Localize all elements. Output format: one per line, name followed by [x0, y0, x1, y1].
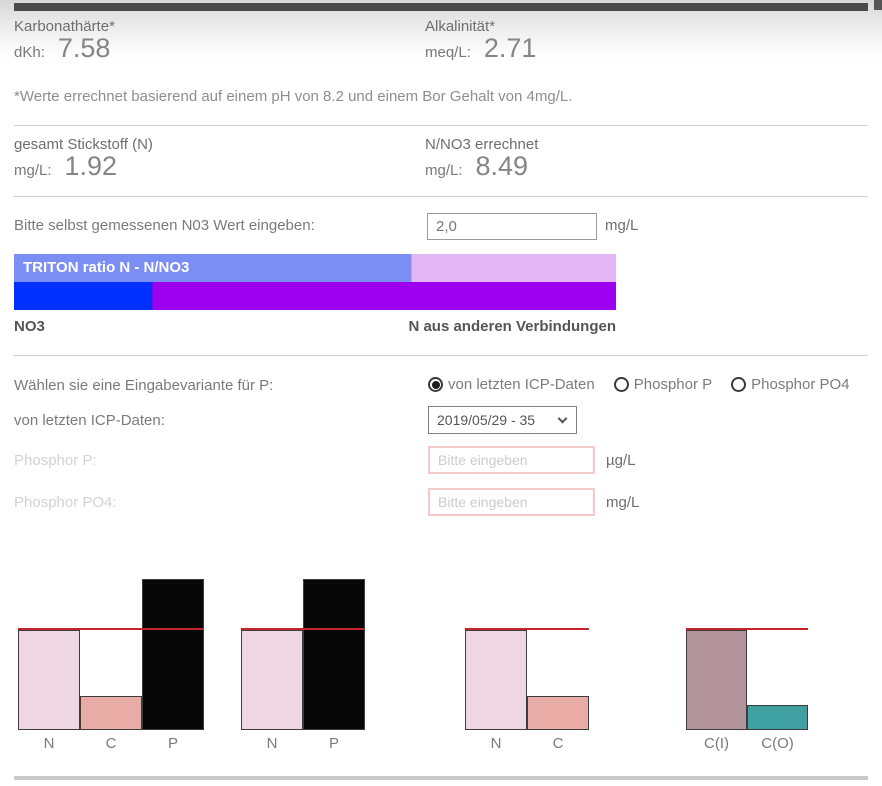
bar-N — [18, 630, 80, 730]
n-no3-unit: mg/L: — [425, 162, 463, 179]
reference-line — [241, 628, 365, 630]
radio-option-icp[interactable]: von letzten ICP-Daten — [428, 376, 595, 393]
bar-label: C — [105, 735, 117, 752]
carbonate-label: Karbonathärte* — [14, 18, 115, 35]
reference-line — [465, 628, 589, 630]
bar-P — [303, 579, 365, 730]
alkalinity-label: Alkalinität* — [425, 18, 496, 35]
reference-line — [686, 628, 808, 630]
bar-P — [142, 579, 204, 730]
bar-C — [80, 696, 142, 730]
phosphor-p-input[interactable] — [428, 446, 595, 474]
radio-option-phosphor-po4[interactable]: Phosphor PO4 — [731, 376, 850, 393]
icp-date-select[interactable]: 2019/05/29 - 35 — [428, 406, 577, 434]
bar-C(I) — [686, 630, 747, 730]
phosphor-variant-prompt: Wählen sie eine Eingabevariante für P: — [14, 377, 274, 394]
no3-input-prompt: Bitte selbst gemessenen N03 Wert eingebe… — [14, 217, 315, 234]
n-no3-value-row: mg/L: 8.49 — [425, 151, 528, 182]
separator — [14, 196, 868, 197]
bar-chart: C(I) C(O) — [686, 576, 808, 752]
calculation-note: *Werte errechnet basierend auf einem pH … — [14, 88, 573, 105]
phosphor-po4-label: Phosphor PO4: — [14, 494, 117, 511]
radio-label: Phosphor P — [633, 376, 713, 393]
bar-label: P — [167, 735, 178, 752]
n-no3-value: 8.49 — [475, 151, 529, 181]
bar-N — [241, 630, 303, 730]
phosphor-p-unit: µg/L — [606, 452, 636, 469]
radio-option-phosphor-p[interactable]: Phosphor P — [613, 376, 713, 393]
no3-input-unit: mg/L — [605, 217, 639, 234]
ratio-right-label: N aus anderen Verbindungen — [408, 318, 616, 335]
phosphor-po4-unit: mg/L — [606, 494, 640, 511]
ratio-left-label: NO3 — [14, 318, 45, 335]
phosphor-po4-input[interactable] — [428, 488, 595, 516]
radio-label: von letzten ICP-Daten — [448, 376, 595, 393]
no3-value-input[interactable] — [427, 213, 597, 240]
icp-date-selected-value: 2019/05/29 - 35 — [437, 412, 536, 428]
nitrogen-unit: mg/L: — [14, 162, 52, 179]
triton-ratio-title: TRITON ratio N - N/NO3 — [23, 259, 190, 276]
bar-label: C(I) — [704, 735, 729, 752]
chevron-down-icon — [557, 413, 568, 423]
alkalinity-unit: meq/L: — [425, 44, 471, 61]
bottom-divider-bar — [14, 776, 868, 780]
bar-N — [465, 630, 527, 730]
icp-data-label: von letzten ICP-Daten: — [14, 412, 165, 429]
bar-label: P — [328, 735, 339, 752]
n-no3-label: N/NO3 errechnet — [425, 136, 539, 153]
bar-label: N — [266, 735, 278, 752]
bar-C — [527, 696, 589, 730]
bar-label: C(O) — [761, 735, 794, 752]
nitrogen-value: 1.92 — [64, 151, 118, 181]
carbonate-value: 7.58 — [57, 33, 111, 63]
triton-ratio-bottom-bar — [14, 282, 616, 310]
radio-label: Phosphor PO4 — [751, 376, 850, 393]
carbonate-value-row: dKh: 7.58 — [14, 33, 110, 64]
nitrogen-label: gesamt Stickstoff (N) — [14, 136, 153, 153]
separator — [14, 355, 868, 356]
reference-line — [18, 628, 204, 630]
bar-label: C — [552, 735, 564, 752]
phosphor-p-label: Phosphor P: — [14, 452, 97, 469]
nitrogen-value-row: mg/L: 1.92 — [14, 151, 117, 182]
phosphor-radio-group: von letzten ICP-Daten Phosphor P Phospho… — [428, 376, 850, 393]
alkalinity-value-row: meq/L: 2.71 — [425, 33, 536, 64]
scrollbar-fragment — [874, 0, 882, 10]
carbonate-unit: dKh: — [14, 44, 45, 61]
radio-selected-icon[interactable] — [428, 377, 443, 392]
bar-label: N — [490, 735, 502, 752]
radio-unselected-icon[interactable] — [731, 377, 747, 392]
bar-label: N — [43, 735, 55, 752]
bar-C(O) — [747, 705, 808, 730]
triton-ratio-top-bar: TRITON ratio N - N/NO3 — [14, 254, 616, 282]
alkalinity-value: 2.71 — [483, 33, 537, 63]
top-divider-bar — [14, 3, 868, 11]
separator — [14, 125, 868, 126]
radio-unselected-icon[interactable] — [613, 377, 629, 392]
